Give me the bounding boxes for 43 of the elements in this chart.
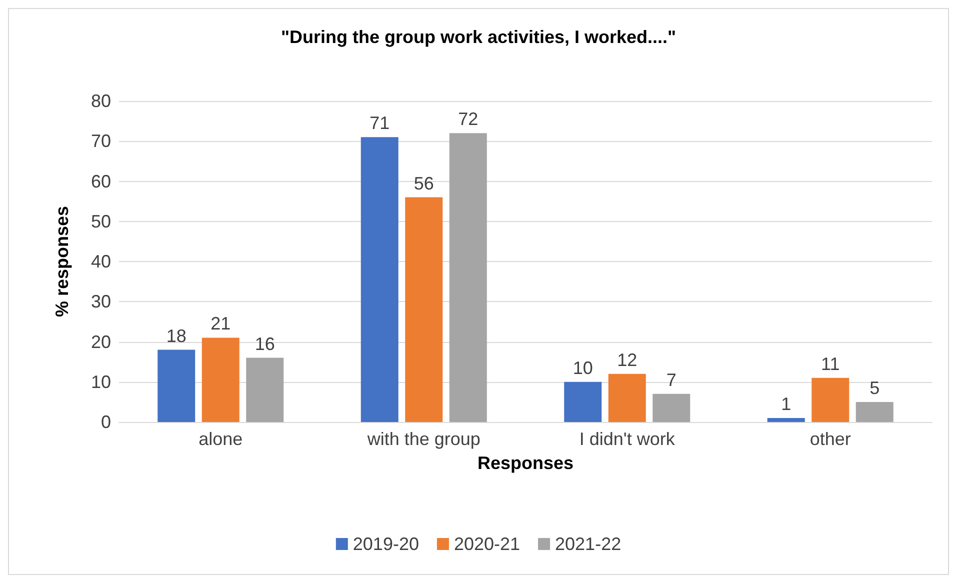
bar: [246, 358, 284, 422]
x-axis-title: Responses: [477, 453, 574, 473]
bar: [652, 394, 690, 422]
data-label: 1: [781, 394, 792, 414]
bar: [360, 137, 398, 422]
y-tick-label: 80: [90, 91, 111, 111]
data-label: 21: [210, 314, 231, 334]
data-label: 72: [458, 109, 478, 130]
y-tick-label: 20: [90, 332, 111, 352]
y-tick-label: 30: [90, 292, 111, 312]
bar: [202, 338, 240, 422]
data-label: 56: [414, 173, 434, 194]
y-tick-label: 10: [90, 372, 111, 392]
data-label: 11: [821, 354, 840, 374]
legend-label: 2021-22: [555, 534, 622, 554]
y-tick-label: 40: [90, 252, 111, 272]
legend-label: 2019-20: [352, 534, 419, 554]
x-tick-label: other: [810, 429, 851, 449]
bar: [564, 382, 602, 422]
bar: [812, 378, 850, 422]
data-label: 16: [254, 334, 275, 354]
y-tick-label: 50: [90, 211, 111, 232]
legend-label: 2020-21: [454, 534, 520, 554]
y-tick-label: 60: [90, 171, 111, 192]
data-label: 7: [666, 370, 676, 390]
data-label: 5: [870, 378, 880, 398]
y-tick-label: 0: [100, 412, 111, 432]
x-tick-label: with the group: [366, 429, 480, 449]
y-axis-title: % responses: [52, 206, 72, 318]
x-tick-label: I didn't work: [579, 429, 676, 449]
data-label: 12: [617, 350, 638, 370]
data-label: 10: [572, 358, 593, 378]
y-tick-label: 70: [90, 131, 111, 152]
bar: [449, 133, 487, 422]
data-label: 18: [166, 326, 186, 346]
bar: [608, 374, 646, 422]
bar: [405, 197, 443, 422]
chart-title: "During the group work activities, I worked....": [280, 27, 676, 47]
bar: [767, 418, 805, 422]
bar: [856, 402, 894, 422]
x-tick-label: alone: [198, 429, 243, 449]
bar: [158, 350, 196, 422]
data-label: 71: [370, 113, 390, 134]
